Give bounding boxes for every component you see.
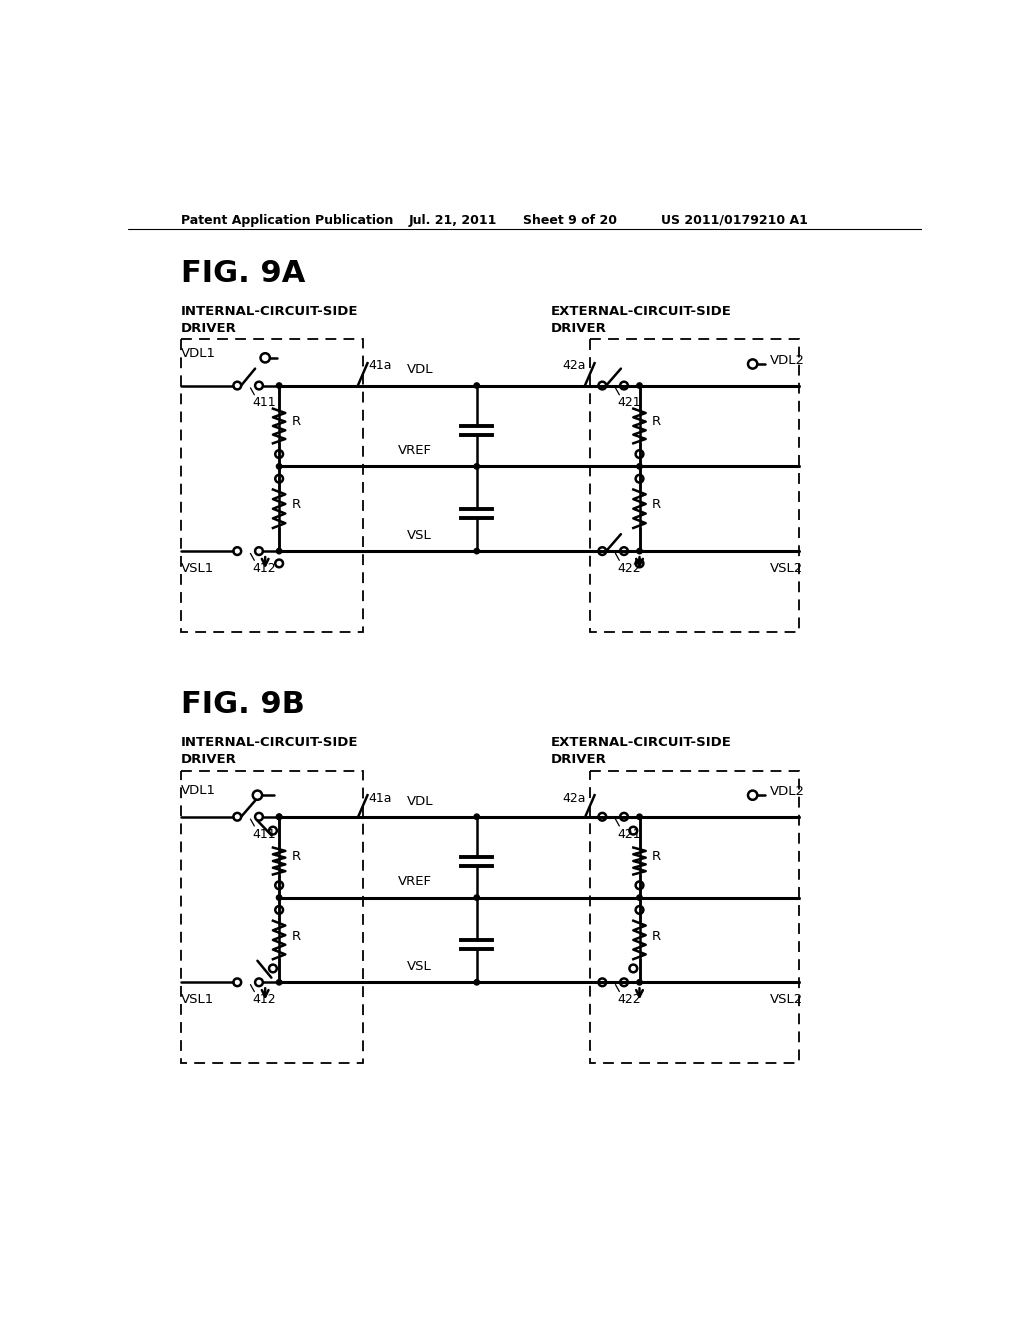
Circle shape (276, 814, 282, 820)
Text: R: R (652, 416, 662, 428)
Circle shape (637, 463, 642, 469)
Text: 422: 422 (617, 993, 641, 1006)
Circle shape (276, 463, 282, 469)
Text: FIG. 9B: FIG. 9B (180, 689, 304, 718)
Text: VSL1: VSL1 (180, 993, 214, 1006)
Text: Jul. 21, 2011: Jul. 21, 2011 (409, 214, 497, 227)
Text: EXTERNAL-CIRCUIT-SIDE
DRIVER: EXTERNAL-CIRCUIT-SIDE DRIVER (550, 305, 731, 335)
Circle shape (474, 548, 479, 554)
Circle shape (276, 895, 282, 900)
Text: VSL: VSL (407, 529, 432, 543)
Text: VDL2: VDL2 (770, 785, 805, 797)
Text: VSL: VSL (407, 960, 432, 973)
Text: R: R (652, 929, 662, 942)
Bar (180, 771, 362, 1063)
Circle shape (474, 979, 479, 985)
Text: R: R (292, 850, 301, 863)
Bar (590, 339, 799, 632)
Text: 412: 412 (252, 562, 275, 576)
Bar (590, 771, 799, 1063)
Text: VSL2: VSL2 (770, 562, 803, 576)
Circle shape (637, 383, 642, 388)
Circle shape (276, 814, 282, 820)
Text: US 2011/0179210 A1: US 2011/0179210 A1 (662, 214, 808, 227)
Circle shape (474, 463, 479, 469)
Text: R: R (292, 416, 301, 428)
Circle shape (474, 814, 479, 820)
Circle shape (637, 814, 642, 820)
Bar (180, 339, 362, 632)
Text: VREF: VREF (397, 444, 432, 457)
Text: R: R (292, 499, 301, 511)
Circle shape (276, 383, 282, 388)
Circle shape (474, 895, 479, 900)
Text: 411: 411 (252, 396, 275, 409)
Circle shape (474, 383, 479, 388)
Text: VSL2: VSL2 (770, 993, 803, 1006)
Text: VDL1: VDL1 (180, 784, 216, 797)
Text: VDL2: VDL2 (770, 354, 805, 367)
Text: VDL: VDL (407, 795, 433, 808)
Text: INTERNAL-CIRCUIT-SIDE
DRIVER: INTERNAL-CIRCUIT-SIDE DRIVER (180, 737, 358, 766)
Text: R: R (652, 850, 662, 863)
Text: 422: 422 (617, 562, 641, 576)
Text: 41a: 41a (369, 792, 392, 805)
Text: 42a: 42a (562, 792, 586, 805)
Text: VREF: VREF (397, 875, 432, 888)
Text: Patent Application Publication: Patent Application Publication (180, 214, 393, 227)
Text: VDL: VDL (407, 363, 433, 376)
Circle shape (637, 548, 642, 554)
Text: R: R (652, 499, 662, 511)
Text: VDL1: VDL1 (180, 347, 216, 360)
Text: 421: 421 (617, 396, 641, 409)
Circle shape (637, 979, 642, 985)
Text: R: R (292, 929, 301, 942)
Text: INTERNAL-CIRCUIT-SIDE
DRIVER: INTERNAL-CIRCUIT-SIDE DRIVER (180, 305, 358, 335)
Text: 412: 412 (252, 993, 275, 1006)
Text: 411: 411 (252, 828, 275, 841)
Circle shape (637, 895, 642, 900)
Text: 42a: 42a (562, 359, 586, 372)
Circle shape (276, 979, 282, 985)
Text: 421: 421 (617, 828, 641, 841)
Text: VSL1: VSL1 (180, 562, 214, 576)
Text: FIG. 9A: FIG. 9A (180, 259, 305, 288)
Text: EXTERNAL-CIRCUIT-SIDE
DRIVER: EXTERNAL-CIRCUIT-SIDE DRIVER (550, 737, 731, 766)
Circle shape (276, 548, 282, 554)
Text: Sheet 9 of 20: Sheet 9 of 20 (523, 214, 617, 227)
Text: 41a: 41a (369, 359, 392, 372)
